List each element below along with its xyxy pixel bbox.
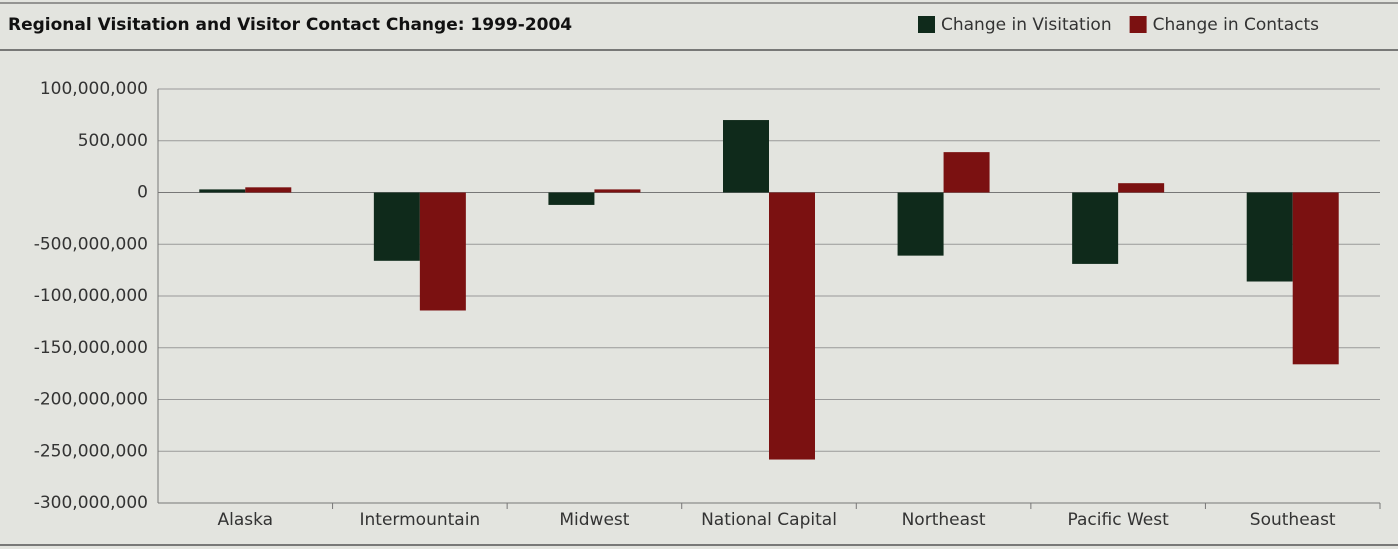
y-tick-label: -100,000,000 bbox=[34, 286, 148, 306]
y-tick-label: -300,000,000 bbox=[34, 493, 148, 513]
y-tick-label: 500,000 bbox=[78, 131, 148, 151]
y-tick-label: -500,000,000 bbox=[34, 234, 148, 254]
x-tick-label: Northeast bbox=[902, 510, 986, 530]
bar bbox=[897, 192, 944, 256]
y-tick-label: -200,000,000 bbox=[34, 390, 148, 410]
x-tick-label: Alaska bbox=[217, 510, 273, 530]
bar bbox=[1246, 192, 1293, 282]
y-tick-label: -250,000,000 bbox=[34, 441, 148, 461]
y-tick-label: -150,000,000 bbox=[34, 338, 148, 358]
y-tick-label: 0 bbox=[137, 183, 148, 203]
bar bbox=[1072, 192, 1119, 264]
legend-swatch bbox=[918, 16, 935, 33]
x-tick-label: Pacific West bbox=[1068, 510, 1170, 530]
bar bbox=[548, 192, 595, 205]
legend-swatch bbox=[1129, 16, 1147, 33]
legend-label: Change in Contacts bbox=[1153, 15, 1320, 35]
x-tick-label: Intermountain bbox=[360, 510, 481, 530]
bar bbox=[245, 187, 292, 193]
bar bbox=[594, 189, 641, 193]
bar bbox=[419, 192, 466, 311]
chart-title: Regional Visitation and Visitor Contact … bbox=[8, 15, 572, 35]
bar bbox=[943, 152, 990, 193]
x-tick-label: Midwest bbox=[559, 510, 629, 530]
bar bbox=[1292, 192, 1339, 365]
x-tick-label: National Capital bbox=[701, 510, 837, 530]
y-tick-label: 100,000,000 bbox=[40, 79, 148, 99]
legend-label: Change in Visitation bbox=[941, 15, 1112, 35]
x-tick-label: Southeast bbox=[1250, 510, 1336, 530]
bar bbox=[769, 192, 815, 460]
bar bbox=[373, 192, 420, 261]
bar bbox=[723, 120, 769, 193]
bar bbox=[199, 189, 246, 193]
bar bbox=[1118, 183, 1165, 193]
